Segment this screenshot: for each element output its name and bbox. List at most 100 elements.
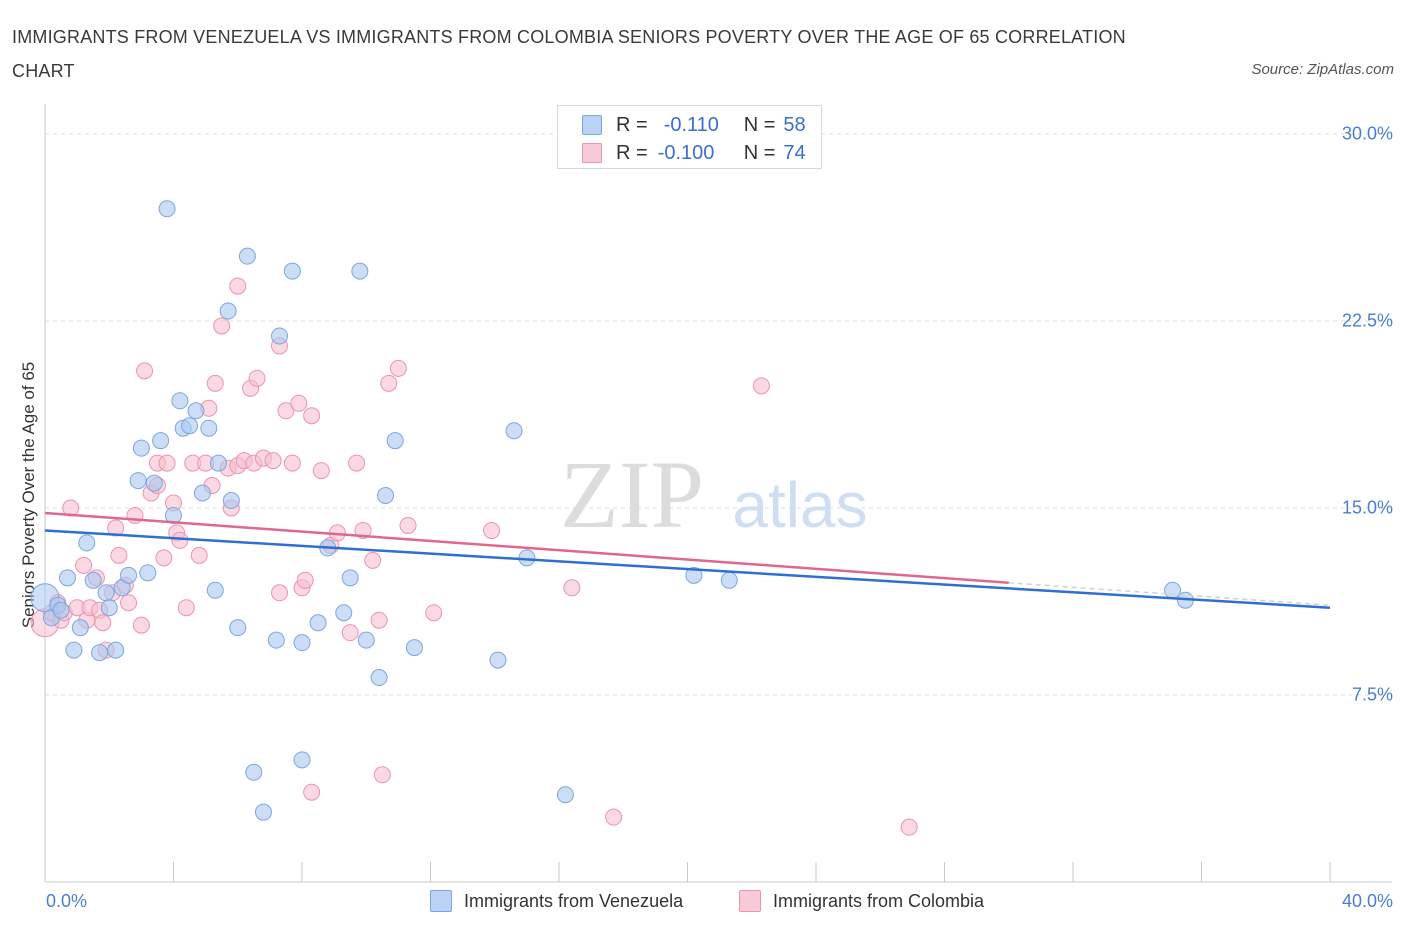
- point-colombia: [341, 624, 359, 642]
- point-venezuela: [100, 599, 118, 617]
- point-colombia: [900, 818, 918, 836]
- point-venezuela: [158, 200, 176, 218]
- point-colombia: [373, 766, 391, 784]
- point-colombia: [171, 531, 189, 549]
- point-venezuela: [107, 641, 125, 659]
- n-label: N =: [743, 141, 776, 164]
- r-value: -0.100: [657, 141, 715, 164]
- stats-legend: R = -0.110 N = 58 R = -0.100 N = 74: [557, 105, 822, 169]
- point-venezuela: [293, 751, 311, 769]
- point-colombia: [296, 571, 314, 589]
- r-label: R =: [616, 113, 648, 136]
- point-colombia: [380, 374, 398, 392]
- point-colombia: [563, 579, 581, 597]
- point-venezuela: [505, 422, 523, 440]
- y-tick-label: 15.0%: [1341, 497, 1393, 518]
- venezuela-swatch: [582, 115, 602, 135]
- point-colombia: [264, 452, 282, 470]
- point-venezuela: [370, 669, 388, 687]
- point-venezuela: [187, 402, 205, 420]
- point-venezuela: [78, 534, 96, 552]
- point-colombia: [483, 521, 501, 539]
- n-value: 58: [783, 113, 806, 136]
- point-colombia: [177, 599, 195, 617]
- point-colombia: [605, 808, 623, 826]
- point-venezuela: [206, 581, 224, 599]
- point-venezuela: [97, 584, 115, 602]
- point-colombia: [303, 783, 321, 801]
- axes: [44, 104, 1392, 883]
- y-tick-label: 22.5%: [1341, 310, 1393, 331]
- point-colombia: [277, 402, 295, 420]
- stats-row-colombia: R = -0.100 N = 74: [582, 139, 806, 167]
- gridlines: [45, 133, 1392, 696]
- point-venezuela: [238, 247, 256, 265]
- point-colombia: [110, 546, 128, 564]
- point-colombia: [290, 394, 308, 412]
- point-venezuela: [219, 302, 237, 320]
- point-venezuela: [209, 454, 227, 472]
- point-venezuela: [293, 634, 311, 652]
- point-venezuela: [254, 803, 272, 821]
- y-tick-label: 7.5%: [1351, 684, 1393, 705]
- point-colombia: [120, 594, 138, 612]
- point-colombia: [190, 546, 208, 564]
- point-colombia: [75, 556, 93, 574]
- point-venezuela: [171, 392, 189, 410]
- point-venezuela: [351, 262, 369, 280]
- point-venezuela: [139, 564, 157, 582]
- point-colombia: [752, 377, 770, 395]
- point-colombia: [229, 277, 247, 295]
- point-colombia: [354, 521, 372, 539]
- point-venezuela: [720, 571, 738, 589]
- point-colombia: [370, 611, 388, 629]
- point-venezuela: [377, 487, 395, 505]
- legend-item-venezuela: Immigrants from Venezuela: [430, 890, 683, 912]
- colombia-legend-swatch: [739, 890, 761, 912]
- point-venezuela: [65, 641, 83, 659]
- point-venezuela: [556, 786, 574, 804]
- point-venezuela: [152, 432, 170, 450]
- point-colombia: [158, 454, 176, 472]
- point-venezuela: [309, 614, 327, 632]
- point-venezuela: [229, 619, 247, 637]
- r-label: R =: [616, 141, 648, 164]
- point-colombia: [206, 374, 224, 392]
- trend-line-colombia: [44, 511, 1009, 585]
- x-tick-min: 0.0%: [46, 891, 88, 911]
- point-colombia: [283, 454, 301, 472]
- point-colombia: [132, 616, 150, 634]
- y-tick-label: 30.0%: [1341, 123, 1393, 144]
- n-value: 74: [783, 141, 806, 164]
- point-colombia: [389, 359, 407, 377]
- chart-source: Source: ZipAtlas.com: [1251, 61, 1394, 78]
- trend-lines: [44, 511, 1331, 609]
- point-colombia: [213, 317, 231, 335]
- point-colombia: [312, 462, 330, 480]
- point-colombia: [303, 407, 321, 425]
- point-venezuela: [335, 604, 353, 622]
- watermark-atlas: atlas: [732, 469, 867, 541]
- data-points: [30, 200, 1194, 836]
- point-colombia: [364, 551, 382, 569]
- r-value: -0.110: [663, 113, 719, 136]
- point-venezuela: [271, 327, 289, 345]
- point-venezuela: [84, 571, 102, 589]
- legend-item-colombia: Immigrants from Colombia: [739, 890, 984, 912]
- point-colombia: [399, 516, 417, 534]
- point-colombia: [248, 369, 266, 387]
- x-tick-max: 40.0%: [1341, 891, 1393, 911]
- point-venezuela: [357, 631, 375, 649]
- point-venezuela: [341, 569, 359, 587]
- point-venezuela: [222, 492, 240, 510]
- point-venezuela: [193, 484, 211, 502]
- point-venezuela: [283, 262, 301, 280]
- point-venezuela: [386, 432, 404, 450]
- point-colombia: [136, 362, 154, 380]
- point-colombia: [348, 454, 366, 472]
- point-venezuela: [145, 474, 163, 492]
- legend-label-venezuela: Immigrants from Venezuela: [464, 890, 684, 911]
- watermark: ZIP atlas: [560, 441, 868, 548]
- point-venezuela: [91, 644, 109, 662]
